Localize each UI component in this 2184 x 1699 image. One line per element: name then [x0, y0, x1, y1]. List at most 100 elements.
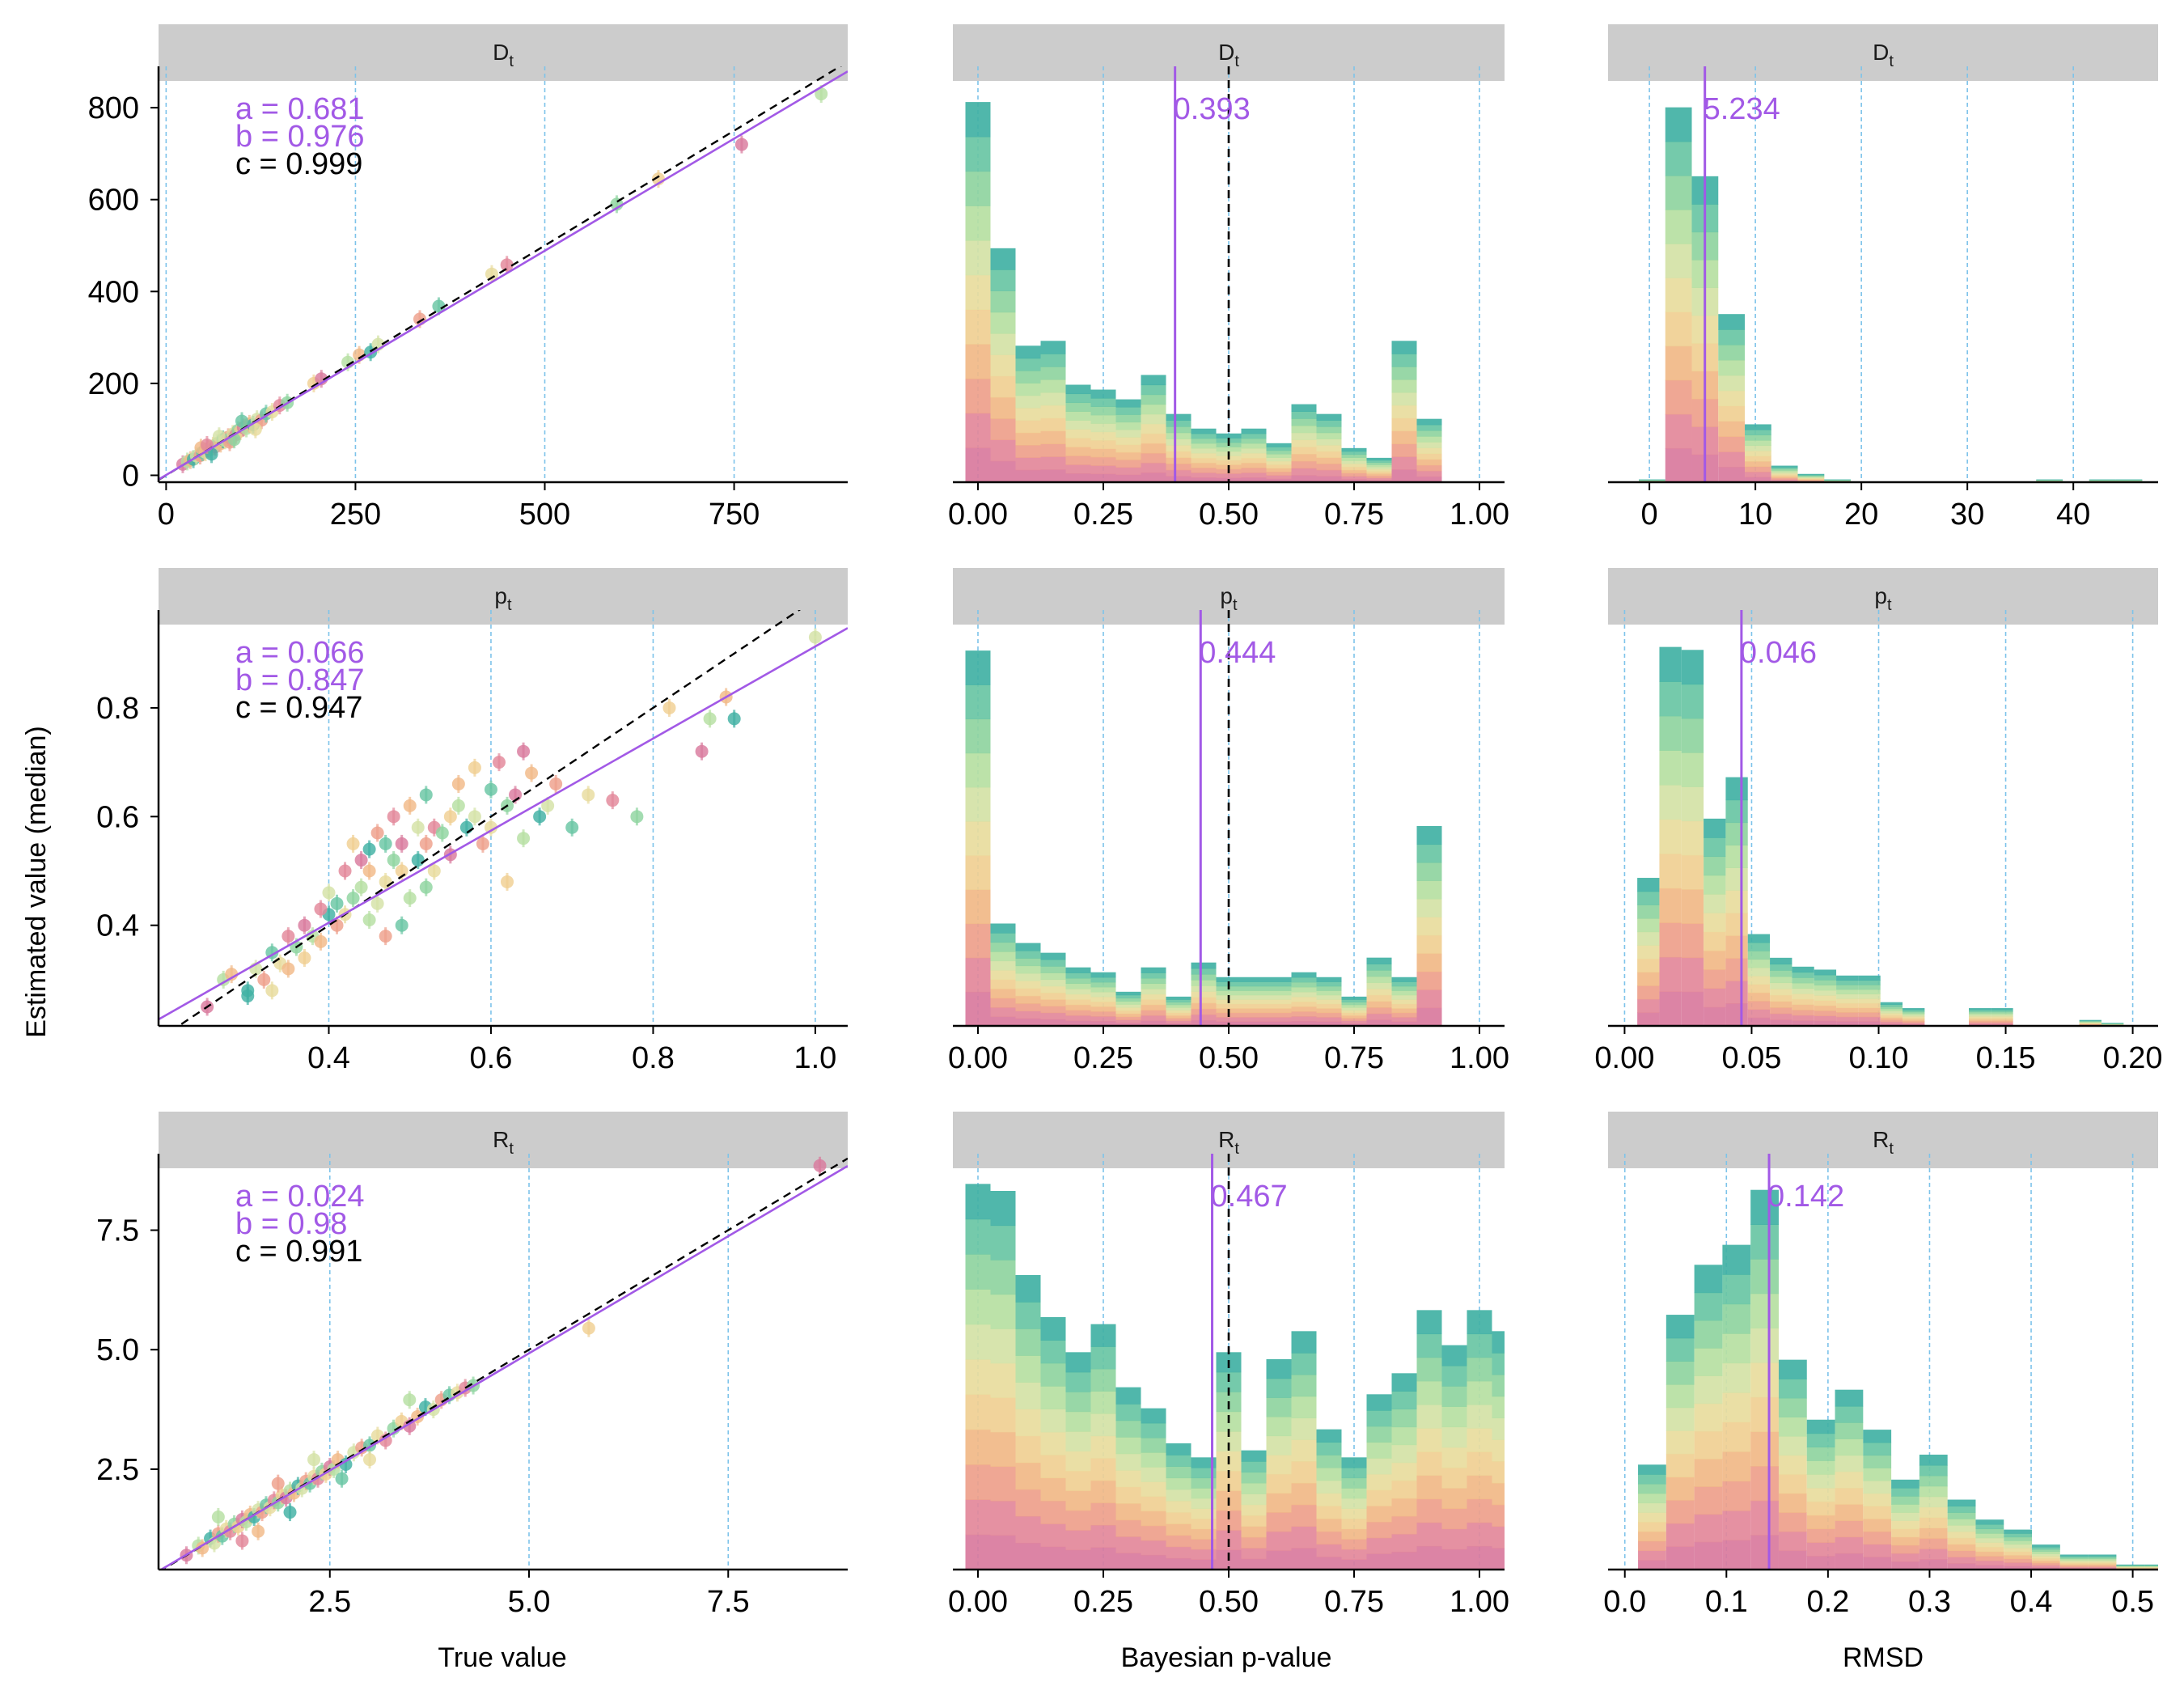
histogram-bar-segment	[1863, 1442, 1892, 1456]
histogram-bar-segment	[1316, 1467, 1342, 1481]
histogram-bar-segment	[1216, 433, 1242, 439]
histogram-bar-segment	[1991, 1015, 2013, 1017]
histogram-bar-segment	[1637, 958, 1660, 973]
histogram-bar-segment	[1797, 477, 1825, 479]
histogram-bar-segment	[1191, 433, 1217, 439]
histogram-bar-segment	[965, 957, 991, 993]
histogram-bar-segment	[1416, 1333, 1442, 1358]
histogram-bar-segment	[1858, 1021, 1881, 1026]
histogram-bar-segment	[1770, 994, 1792, 1002]
histogram-bar-segment	[1166, 1015, 1191, 1019]
histogram-bar-segment	[1191, 968, 1217, 975]
histogram-bar-segment	[1747, 984, 1771, 994]
histogram-bar-segment	[1115, 1420, 1141, 1438]
stat-label: b = 0.976	[235, 120, 365, 154]
histogram-bar-segment	[1745, 434, 1771, 441]
histogram-bar-segment	[1637, 931, 1660, 946]
histogram-bar-segment	[1745, 450, 1771, 457]
histogram-bar-segment	[2036, 479, 2063, 481]
histogram-bar-segment	[1792, 1015, 1814, 1021]
histogram-bar-segment	[1266, 977, 1292, 982]
histogram-bar-segment	[1191, 1528, 1217, 1540]
histogram-bar-segment	[1416, 917, 1442, 936]
histogram-bar-segment	[1366, 1458, 1392, 1475]
histogram-bar-segment	[1750, 1293, 1779, 1328]
histogram-bar-segment	[1492, 1353, 1505, 1375]
histogram-bar-segment	[1467, 1545, 1492, 1570]
histogram-bar-segment	[1015, 1489, 1041, 1517]
histogram-bar-segment	[1366, 1394, 1392, 1411]
x-tick-label: 0	[158, 498, 175, 532]
histogram-bar-segment	[1991, 1016, 2013, 1019]
histogram-bar-segment	[1665, 278, 1692, 312]
histogram-bar-segment	[1747, 1001, 1771, 1010]
histogram-bar-segment	[1666, 1546, 1695, 1570]
histogram-bar-segment	[1015, 1355, 1041, 1383]
x-tick-label: 0.3	[1908, 1585, 1951, 1619]
histogram-bar-segment	[1665, 447, 1692, 482]
histogram-bar-segment	[1115, 1019, 1141, 1023]
histogram-bar-segment	[1391, 392, 1417, 406]
histogram-bar-segment	[1015, 1382, 1041, 1410]
histogram-bar-segment	[1725, 777, 1748, 801]
histogram-bar-segment	[1040, 366, 1066, 380]
histogram-bar-segment	[1115, 474, 1141, 482]
histogram-bar-segment	[1969, 1023, 1991, 1025]
histogram-bar-segment	[1975, 1533, 2004, 1539]
histogram-bar-segment	[1191, 1014, 1217, 1021]
histogram-bar-segment	[1065, 1470, 1091, 1491]
histogram-bar-segment	[1880, 1019, 1903, 1023]
histogram-bar-segment	[1666, 1361, 1695, 1385]
histogram-bar-segment	[1166, 1020, 1191, 1024]
histogram-bar-segment	[1090, 439, 1116, 449]
histogram-bar-segment	[1366, 969, 1392, 977]
histogram-bar-segment	[1141, 999, 1166, 1006]
histogram-bar-segment	[1947, 1563, 1976, 1570]
histogram-bar-segment	[2088, 1566, 2117, 1569]
histogram-bar-segment	[1718, 344, 1746, 361]
histogram-bar-segment	[1391, 1409, 1417, 1428]
histogram-bar-segment	[2032, 1556, 2060, 1559]
histogram-bar-segment	[1341, 1559, 1367, 1570]
histogram-bar-segment	[1891, 1520, 1919, 1530]
histogram-bar-segment	[1166, 1006, 1191, 1011]
histogram-bar-segment	[1316, 469, 1342, 477]
histogram-bar-segment	[1291, 432, 1317, 441]
histogram-bar-segment	[1747, 1017, 1771, 1026]
histogram-bar-segment	[1191, 462, 1217, 468]
histogram-bar-segment	[1778, 1474, 1807, 1494]
histogram-bar-segment	[1903, 1010, 1925, 1012]
histogram-bar-segment	[1266, 1493, 1292, 1513]
histogram-bar-segment	[1166, 469, 1191, 477]
histogram-bar-segment	[1806, 1460, 1835, 1475]
x-tick-label: 0.25	[1073, 1041, 1133, 1075]
histogram-bar-segment	[965, 102, 991, 138]
histogram-bar-segment	[1637, 998, 1660, 1013]
histogram-bar-segment	[1090, 1015, 1116, 1022]
histogram-bar-segment	[1416, 989, 1442, 1009]
histogram-bar-segment	[1141, 1510, 1166, 1527]
histogram-bar-segment	[1065, 1451, 1091, 1472]
histogram-bar-segment	[1492, 1548, 1505, 1570]
histogram-bar-segment	[1666, 1407, 1695, 1431]
histogram-bar-segment	[1722, 1451, 1751, 1482]
histogram-bar-segment	[1725, 799, 1748, 824]
histogram-bar-segment	[2088, 1562, 2117, 1565]
histogram-bar-segment	[1891, 1528, 1919, 1538]
histogram-bar-segment	[1266, 443, 1292, 447]
histogram-bar-segment	[1725, 1003, 1748, 1026]
histogram-bar-segment	[1975, 1519, 2004, 1525]
histogram-bar-segment	[1341, 1010, 1367, 1014]
histogram-bar-segment	[1725, 822, 1748, 846]
histogram-bar-segment	[1863, 1493, 1892, 1507]
histogram-bar-segment	[1040, 966, 1066, 973]
histogram-bar-segment	[2032, 1565, 2060, 1568]
histogram-bar-segment	[1166, 1523, 1191, 1536]
histogram-bar-segment	[1090, 1011, 1116, 1017]
histogram-bar-segment	[1141, 1452, 1166, 1468]
histogram-bar-segment	[1291, 977, 1317, 983]
histogram-bar-segment	[1666, 1337, 1695, 1362]
histogram-bar-segment	[1771, 468, 1798, 471]
histogram-bar-segment	[1880, 1017, 1903, 1020]
